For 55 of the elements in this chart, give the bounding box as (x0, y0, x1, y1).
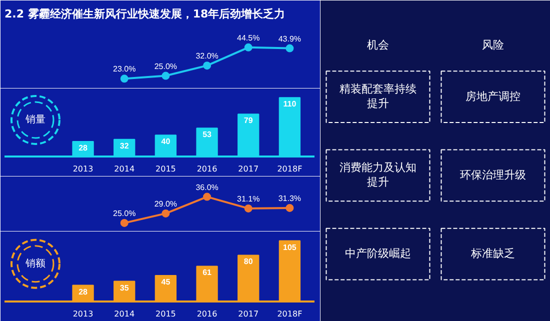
data-label: 110 (283, 100, 297, 109)
x-tick-label: 2017 (238, 164, 259, 174)
text: 精装配套率持续提升 (340, 82, 416, 110)
x-tick-label: 2013 (72, 164, 94, 174)
text: 标准缺乏 (470, 247, 515, 260)
data-label: 28 (78, 287, 88, 296)
text: 消费能力及认知提升 (340, 161, 416, 189)
point (162, 209, 170, 218)
point (286, 44, 294, 52)
data-label: 32.0% (196, 52, 218, 61)
text: 房地产调控 (466, 90, 520, 103)
x-tick-label: 2018F (277, 310, 303, 318)
x-tick-label: 2013 (72, 310, 94, 318)
text: 机会 (367, 39, 389, 52)
data-label: 43.9% (278, 34, 302, 44)
x-tick-label: 2016 (196, 310, 218, 318)
x-tick-label: 2015 (156, 164, 176, 174)
data-label: 31.1% (237, 194, 260, 204)
point (244, 204, 252, 212)
data-label: 29.0% (154, 199, 178, 208)
x-tick-label: 2014 (114, 310, 135, 318)
y-axis-title: 销量 (24, 114, 46, 126)
text: 中产阶级崛起 (345, 247, 411, 260)
data-label: 35 (120, 283, 130, 292)
x-tick-label: 2015 (156, 310, 176, 318)
x-tick-label: 2017 (238, 310, 259, 318)
data-label: 23.0% (113, 64, 136, 74)
data-label: 25.0% (154, 62, 178, 71)
x-tick-label: 2018F (277, 164, 303, 174)
data-label: 40 (161, 137, 171, 146)
data-label: 44.5% (237, 33, 260, 42)
point (244, 43, 252, 52)
chart-title: 2.2 雾霾经济催生新风行业快速发展，18年后劲增长乏力 (4, 8, 286, 20)
data-label: 28 (78, 144, 88, 152)
data-label: 36.0% (196, 182, 218, 192)
point (286, 204, 294, 212)
point (203, 62, 212, 70)
data-label: 61 (202, 268, 212, 278)
data-label: 31.3% (278, 194, 302, 203)
data-label: 32 (120, 141, 130, 150)
y-axis-title: 销额 (24, 257, 46, 270)
x-tick-label: 2016 (196, 164, 218, 174)
data-label: 25.0% (113, 208, 136, 218)
data-label: 79 (244, 116, 254, 126)
data-label: 45 (161, 277, 171, 286)
point (203, 192, 212, 201)
x-tick-label: 2014 (114, 164, 135, 174)
point (120, 74, 128, 83)
text: 环保治理升级 (460, 168, 526, 182)
point (162, 72, 170, 80)
data-label: 80 (244, 257, 254, 266)
data-label: 105 (283, 242, 297, 252)
data-label: 53 (202, 130, 212, 140)
text: 风险 (482, 39, 504, 52)
point (120, 218, 128, 227)
